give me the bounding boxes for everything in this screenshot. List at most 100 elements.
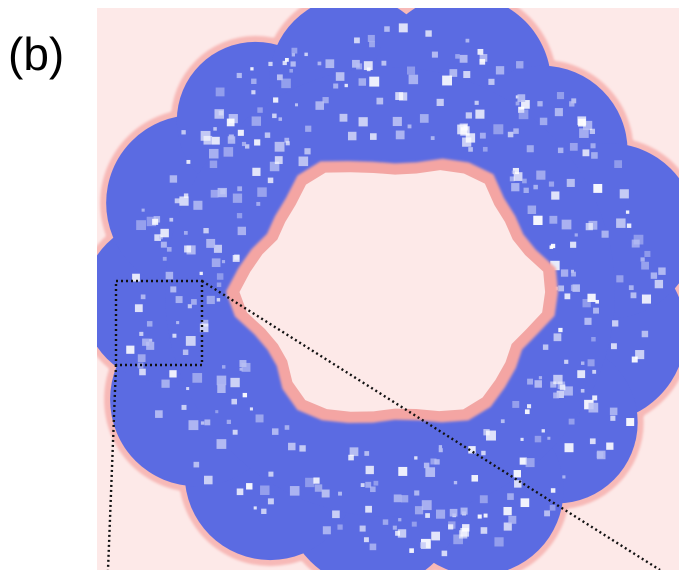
speckle bbox=[194, 462, 200, 468]
speckle bbox=[442, 76, 452, 86]
speckle bbox=[484, 514, 488, 518]
speckle bbox=[586, 223, 593, 230]
speckle bbox=[160, 229, 168, 237]
speckle bbox=[507, 493, 514, 500]
speckle bbox=[408, 124, 412, 128]
speckle bbox=[614, 160, 622, 168]
speckle bbox=[567, 179, 575, 187]
speckle bbox=[564, 360, 568, 364]
speckle bbox=[526, 458, 535, 467]
speckle bbox=[448, 524, 453, 529]
speckle bbox=[516, 61, 523, 68]
speckle bbox=[292, 53, 295, 56]
speckle bbox=[252, 168, 260, 176]
speckle bbox=[629, 285, 634, 290]
speckle bbox=[631, 292, 637, 298]
speckle bbox=[564, 293, 570, 299]
speckle bbox=[217, 439, 227, 449]
speckle bbox=[655, 280, 663, 288]
speckle bbox=[142, 209, 145, 212]
speckle bbox=[602, 231, 609, 238]
speckle bbox=[558, 328, 562, 332]
speckle bbox=[237, 186, 242, 191]
speckle bbox=[587, 294, 595, 302]
speckle bbox=[626, 418, 634, 426]
speckle bbox=[176, 321, 179, 324]
speckle bbox=[514, 470, 521, 477]
speckle bbox=[420, 542, 426, 548]
speckle bbox=[517, 94, 525, 102]
speckle bbox=[398, 518, 401, 521]
speckle bbox=[442, 551, 448, 557]
speckle bbox=[268, 178, 274, 184]
speckle bbox=[147, 321, 152, 326]
speckle bbox=[348, 132, 356, 140]
speckle bbox=[471, 475, 478, 482]
speckle bbox=[611, 343, 617, 349]
speckle bbox=[570, 242, 576, 248]
speckle bbox=[257, 107, 262, 112]
speckle bbox=[481, 451, 485, 455]
speckle bbox=[368, 35, 375, 42]
speckle bbox=[425, 513, 430, 518]
speckle bbox=[543, 344, 548, 349]
speckle bbox=[439, 448, 443, 452]
speckle bbox=[186, 160, 190, 164]
speckle bbox=[184, 246, 191, 253]
speckle bbox=[268, 62, 272, 66]
speckle bbox=[409, 75, 418, 84]
speckle bbox=[570, 143, 578, 151]
speckle bbox=[279, 117, 283, 121]
speckle bbox=[192, 373, 202, 383]
speckle bbox=[480, 495, 488, 503]
figure: (b) bbox=[0, 0, 679, 570]
speckle bbox=[191, 299, 197, 305]
speckle bbox=[285, 425, 290, 430]
speckle bbox=[544, 510, 550, 516]
speckle bbox=[436, 510, 445, 519]
speckle bbox=[558, 148, 563, 153]
speckle bbox=[481, 527, 488, 534]
speckle bbox=[222, 365, 225, 368]
speckle bbox=[503, 507, 511, 515]
speckle bbox=[200, 272, 203, 275]
speckle bbox=[535, 436, 541, 442]
speckle bbox=[460, 55, 468, 63]
speckle bbox=[414, 490, 419, 495]
speckle bbox=[273, 97, 278, 102]
speckle bbox=[163, 257, 167, 261]
speckle bbox=[333, 84, 338, 89]
speckle bbox=[606, 443, 613, 450]
speckle bbox=[597, 452, 604, 459]
speckle bbox=[454, 481, 457, 484]
speckle bbox=[536, 171, 545, 180]
speckle bbox=[161, 380, 169, 388]
speckle bbox=[642, 295, 651, 304]
speckle bbox=[360, 526, 366, 532]
speckle bbox=[581, 361, 584, 364]
speckle bbox=[527, 145, 534, 152]
speckle bbox=[641, 262, 649, 270]
speckle bbox=[332, 510, 340, 518]
speckle bbox=[626, 210, 629, 213]
speckle bbox=[217, 273, 223, 279]
speckle bbox=[414, 456, 417, 459]
speckle bbox=[395, 92, 403, 100]
speckle bbox=[571, 285, 577, 291]
speckle bbox=[217, 282, 221, 286]
speckle bbox=[167, 247, 172, 252]
speckle bbox=[589, 403, 599, 413]
speckle bbox=[237, 213, 242, 218]
speckle bbox=[126, 346, 134, 354]
speckle bbox=[533, 185, 537, 189]
speckle bbox=[537, 101, 542, 106]
speckle bbox=[224, 147, 234, 157]
speckle bbox=[354, 37, 360, 43]
speckle bbox=[227, 420, 231, 424]
speckle bbox=[186, 387, 189, 390]
speckle bbox=[560, 385, 566, 391]
speckle bbox=[555, 108, 563, 116]
speckle bbox=[512, 171, 515, 174]
speckle bbox=[569, 419, 575, 425]
speckle bbox=[554, 333, 562, 341]
